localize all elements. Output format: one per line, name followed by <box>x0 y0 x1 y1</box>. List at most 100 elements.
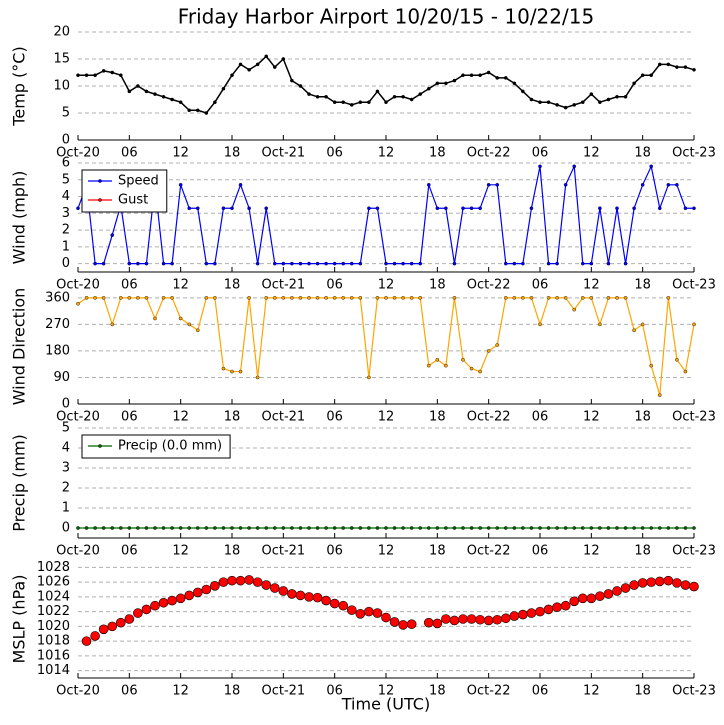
data-point <box>512 261 517 266</box>
data-point <box>315 526 320 530</box>
data-point <box>98 624 109 635</box>
data-point <box>375 526 380 530</box>
y-tick-label: 3 <box>62 206 70 221</box>
data-point <box>230 369 234 374</box>
legend-label: Precip (0.0 mm) <box>118 439 222 454</box>
data-point <box>623 261 628 266</box>
x-tick-label: 06 <box>326 410 343 425</box>
y-tick-label: 1014 <box>37 663 70 678</box>
data-point <box>461 73 465 77</box>
data-point <box>161 296 166 300</box>
x-tick-label: 18 <box>224 544 241 559</box>
data-point <box>577 593 588 604</box>
y-tick-label: 180 <box>45 343 70 358</box>
data-point <box>478 206 482 211</box>
data-point <box>649 164 654 169</box>
data-point <box>298 526 303 530</box>
x-tick-label: Oct-22 <box>467 278 511 293</box>
data-point <box>546 526 551 530</box>
data-point <box>392 296 397 300</box>
data-point <box>115 617 126 628</box>
data-point <box>409 296 414 300</box>
legend: Precip (0.0 mm) <box>81 434 231 459</box>
x-tick-label: Oct-23 <box>672 684 716 699</box>
data-point <box>486 526 491 530</box>
data-point <box>606 97 611 102</box>
data-point <box>110 70 115 75</box>
data-point <box>466 614 477 624</box>
data-point <box>692 322 696 327</box>
data-point <box>640 73 645 77</box>
data-point <box>201 584 212 595</box>
legend-marker <box>98 444 102 448</box>
data-point <box>435 206 440 211</box>
data-point <box>221 366 226 371</box>
data-point <box>170 97 174 102</box>
data-point <box>409 526 414 530</box>
data-point <box>247 296 251 300</box>
data-point <box>295 590 306 601</box>
data-point <box>598 206 602 211</box>
y-tick-label: 0 <box>62 133 70 148</box>
data-point <box>141 604 152 615</box>
data-point <box>435 526 440 530</box>
data-point <box>426 86 431 91</box>
y-tick-label: 1020 <box>37 619 70 634</box>
y-tick-label: 2 <box>62 223 70 238</box>
data-point <box>409 97 414 102</box>
x-tick-label: 06 <box>532 146 549 161</box>
data-point <box>666 296 671 300</box>
data-point <box>595 591 605 601</box>
data-point <box>364 606 374 617</box>
data-point <box>444 81 448 86</box>
data-point <box>529 206 534 211</box>
data-point <box>654 576 665 587</box>
data-point <box>495 182 500 187</box>
data-point <box>298 84 303 88</box>
data-point <box>452 296 457 300</box>
data-point <box>426 526 431 530</box>
data-point <box>401 526 405 530</box>
data-point <box>649 363 654 368</box>
y-tick-label: 1016 <box>37 648 70 663</box>
data-point <box>555 103 559 107</box>
data-point <box>118 526 123 530</box>
x-tick-label: Oct-21 <box>261 146 305 161</box>
legend-marker <box>98 179 102 183</box>
data-point <box>93 296 97 300</box>
data-point <box>110 233 115 237</box>
x-tick-label: Oct-21 <box>261 278 305 293</box>
data-point <box>632 328 636 333</box>
data-point <box>555 261 559 266</box>
data-point <box>367 526 371 530</box>
data-point <box>230 206 234 211</box>
data-point <box>315 261 320 266</box>
data-point <box>486 349 491 353</box>
x-tick-label: 12 <box>583 146 600 161</box>
y-tick-label: 6 <box>62 156 70 171</box>
x-tick-label: Oct-20 <box>56 684 100 699</box>
data-point <box>170 296 174 300</box>
data-point <box>341 261 346 266</box>
data-point <box>110 322 115 327</box>
data-point <box>178 182 183 187</box>
data-point <box>195 526 200 530</box>
data-point <box>555 526 559 530</box>
data-point <box>623 296 628 300</box>
y-tick-label: 1026 <box>37 575 70 590</box>
data-point <box>127 89 132 94</box>
data-point <box>150 600 160 611</box>
data-point <box>170 261 174 266</box>
data-point <box>264 206 269 211</box>
data-point <box>290 296 294 300</box>
data-point <box>461 357 465 362</box>
data-point <box>589 92 594 96</box>
data-point <box>118 296 123 300</box>
x-tick-label: 18 <box>634 146 651 161</box>
data-point <box>349 296 354 300</box>
data-point <box>683 206 688 211</box>
data-point <box>555 296 559 300</box>
x-tick-label: 06 <box>326 684 343 699</box>
data-point <box>620 583 631 593</box>
data-point <box>526 608 537 618</box>
